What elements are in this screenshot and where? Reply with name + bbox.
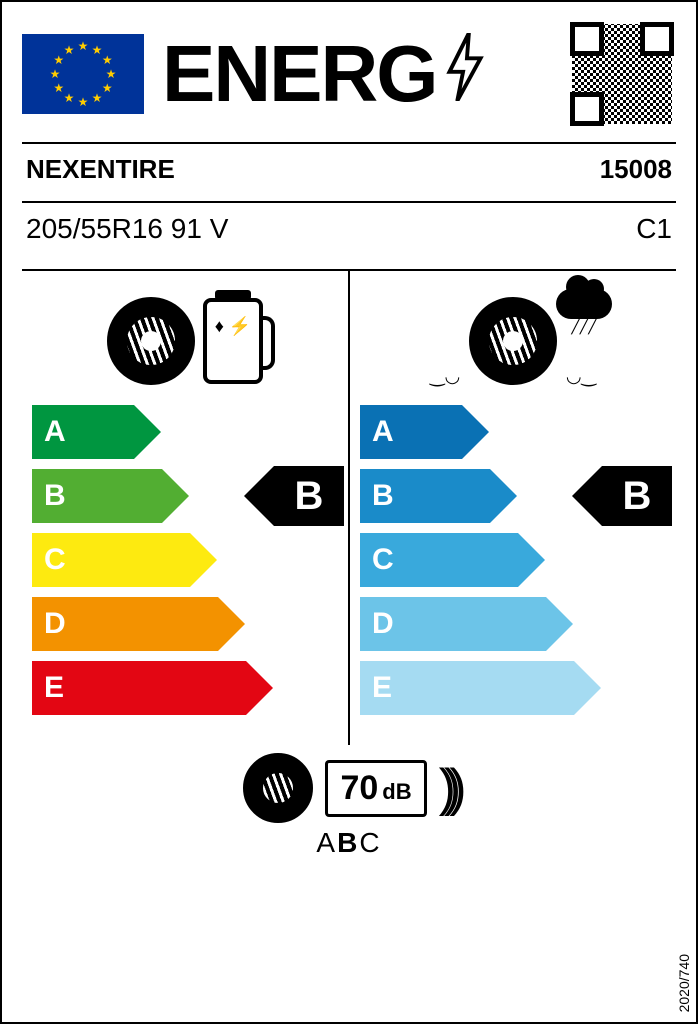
- eu-flag-icon: ★★★★★★★★★★★★: [22, 34, 144, 114]
- rain-cloud-icon: ╱╱╱: [556, 289, 612, 331]
- grade-bar: E: [32, 661, 246, 715]
- grade-letter: A: [44, 415, 66, 449]
- grade-bar: D: [32, 597, 218, 651]
- grade-row: E: [32, 661, 338, 715]
- tire-icon: [469, 297, 557, 385]
- noise-db-box: 70 dB: [325, 760, 426, 817]
- grade-bar: D: [360, 597, 546, 651]
- noise-class-letter: A: [316, 827, 337, 858]
- tire-icon: [107, 297, 195, 385]
- tyre-size: 205/55R16 91 V: [26, 213, 228, 245]
- tire-icon: [243, 753, 313, 823]
- noise-class-letter: C: [359, 827, 381, 858]
- grade-bar: B: [32, 469, 162, 523]
- grade-row: A: [32, 405, 338, 459]
- grade-letter: A: [372, 415, 394, 449]
- grade-bar: C: [32, 533, 190, 587]
- splash-icon: ‿◡: [430, 366, 460, 387]
- wet-grip-panel: ╱╱╱ ‿◡ ◡‿ ABBCDE: [350, 271, 676, 745]
- fuel-icon-zone: ♦ ⚡: [32, 287, 338, 395]
- size-row: 205/55R16 91 V C1: [22, 211, 676, 247]
- grade-bar: B: [360, 469, 490, 523]
- splash-icon: ◡‿: [566, 366, 596, 387]
- grade-letter: C: [372, 543, 394, 577]
- regulation-ref: 2020/740: [676, 954, 692, 1012]
- noise-class-letters: ABC: [316, 827, 381, 859]
- fuel-efficiency-panel: ♦ ⚡ ABBCDE: [22, 271, 350, 745]
- grade-row: D: [360, 597, 666, 651]
- pump-symbols: ♦ ⚡: [207, 316, 259, 337]
- wet-bars: A BB CDE: [360, 405, 666, 715]
- divider: [22, 201, 676, 203]
- grade-bar: A: [360, 405, 462, 459]
- energy-title-text: ENERG: [162, 28, 437, 120]
- grade-row: D: [32, 597, 338, 651]
- noise-class-letter: B: [337, 827, 359, 858]
- grade-bar: C: [360, 533, 518, 587]
- wet-icon-zone: ╱╱╱ ‿◡ ◡‿: [360, 287, 666, 395]
- rating-indicator: B: [274, 466, 344, 526]
- noise-value: 70: [340, 769, 378, 808]
- energy-title: ENERG: [162, 28, 550, 120]
- divider: [22, 142, 676, 144]
- grade-letter: B: [372, 479, 394, 513]
- brand-name: NEXENTIRE: [26, 154, 175, 185]
- fuel-bars: A BB CDE: [32, 405, 338, 715]
- qr-code-icon[interactable]: [568, 20, 676, 128]
- eu-tyre-label: ★★★★★★★★★★★★ ENERG NEXENTIRE 15008 205/5…: [0, 0, 698, 1024]
- grade-row: BB: [360, 469, 666, 523]
- noise-panel: 70 dB ))) ABC: [22, 753, 676, 859]
- grade-row: BB: [32, 469, 338, 523]
- grade-row: E: [360, 661, 666, 715]
- grade-letter: E: [372, 671, 392, 705]
- article-number: 15008: [600, 154, 672, 185]
- noise-unit: dB: [382, 779, 411, 805]
- grade-letter: E: [44, 671, 64, 705]
- fuel-pump-icon: ♦ ⚡: [203, 298, 263, 384]
- grade-letter: B: [44, 479, 66, 513]
- grade-row: C: [32, 533, 338, 587]
- header: ★★★★★★★★★★★★ ENERG: [22, 20, 676, 128]
- grade-bar: E: [360, 661, 574, 715]
- brand-row: NEXENTIRE 15008: [22, 152, 676, 187]
- grade-bar: A: [32, 405, 134, 459]
- grade-row: C: [360, 533, 666, 587]
- sound-waves-icon: ))): [439, 758, 455, 818]
- bolt-icon: [443, 28, 487, 120]
- grade-letter: D: [44, 607, 66, 641]
- ratings-main: ♦ ⚡ ABBCDE ╱╱╱ ‿◡ ◡‿ ABBCDE: [22, 269, 676, 745]
- rating-indicator: B: [602, 466, 672, 526]
- tyre-class: C1: [636, 213, 672, 245]
- grade-row: A: [360, 405, 666, 459]
- grade-letter: C: [44, 543, 66, 577]
- grade-letter: D: [372, 607, 394, 641]
